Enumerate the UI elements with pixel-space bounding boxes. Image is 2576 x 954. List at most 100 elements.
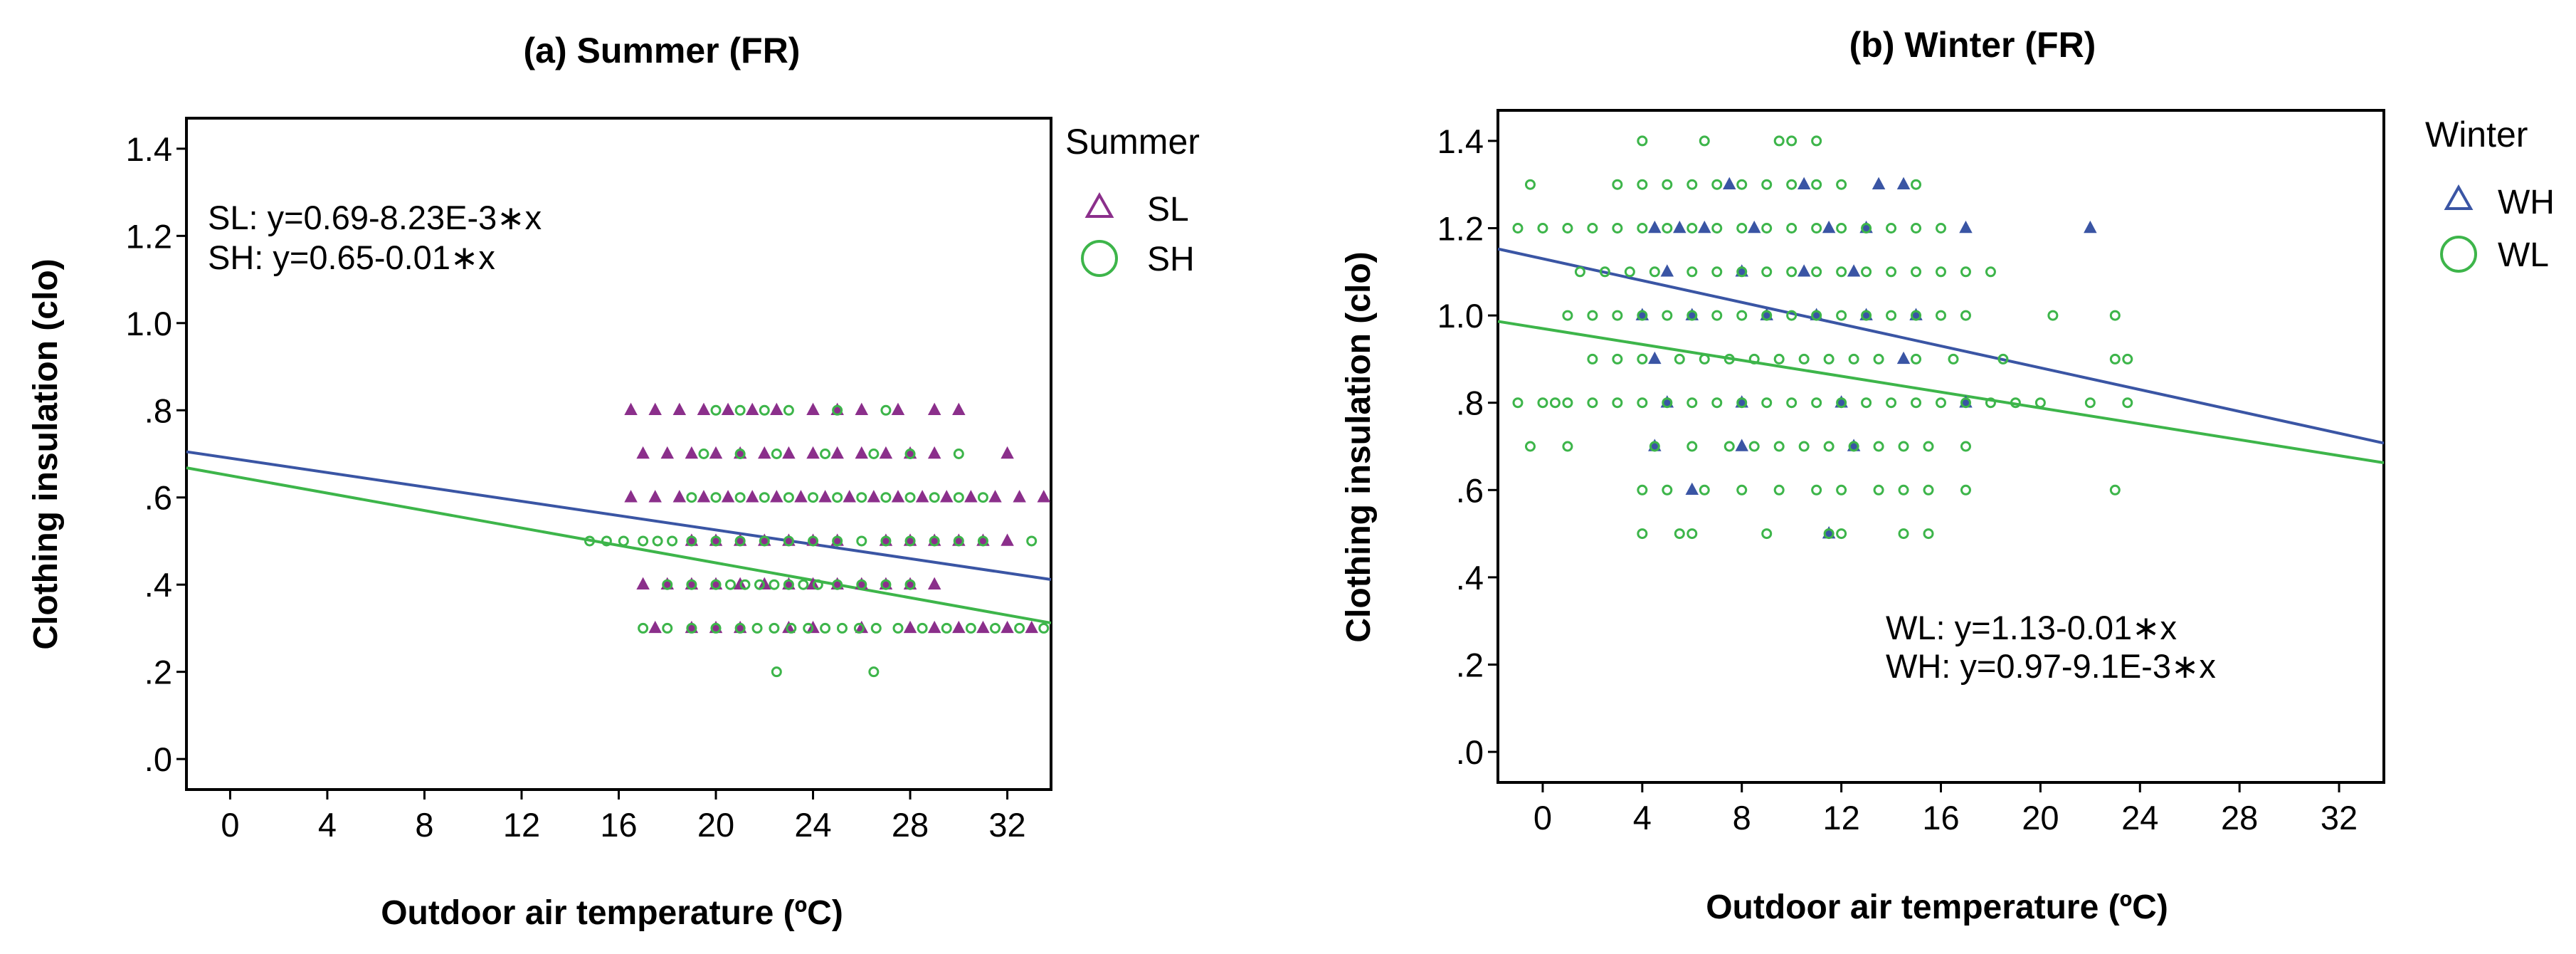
- winter-point-wl: [1624, 266, 1635, 278]
- summer-y-tick-label: 1.4: [126, 130, 172, 168]
- summer-y-tick-label: .0: [144, 740, 172, 778]
- winter-point-wl: [1886, 310, 1897, 321]
- winter-fit-line-wh: [1497, 247, 2385, 445]
- winter-point-wl: [1562, 310, 1573, 321]
- summer-legend-sl-marker: [1084, 192, 1114, 218]
- winter-x-axis: 0 4 8 12 16 20 24 28 32: [1534, 782, 2358, 837]
- summer-point-sl: [624, 490, 638, 503]
- summer-point-sh: [965, 622, 976, 634]
- winter-point-wl: [1898, 441, 1909, 452]
- winter-point-wl: [1836, 397, 1847, 409]
- winter-point-wh: [2084, 220, 2097, 234]
- winter-point-wl: [1836, 179, 1847, 190]
- summer-point-sl: [721, 402, 735, 416]
- winter-point-wl: [1773, 441, 1785, 452]
- winter-point-wl: [1637, 528, 1648, 540]
- winter-point-wl: [2109, 310, 2121, 321]
- summer-legend-sh-marker: [1081, 240, 1118, 277]
- summer-point-sl: [1001, 446, 1014, 459]
- winter-y-axis: .0 .2 .4 .6 .8 1.0 1.2 1.4: [1437, 122, 1498, 771]
- winter-point-wl: [1549, 397, 1561, 409]
- summer-x-axis-title: Outdoor air temperature (ºC): [381, 894, 843, 932]
- summer-point-sh: [783, 535, 794, 547]
- winter-point-wl: [1911, 179, 1922, 190]
- winter-point-wl: [1911, 266, 1922, 278]
- winter-point-wl: [1911, 310, 1922, 321]
- winter-point-wl: [1761, 528, 1773, 540]
- winter-y-tick-label: .8: [1456, 384, 1484, 422]
- winter-point-wl: [2122, 397, 2133, 409]
- winter-point-wl: [1848, 353, 1859, 365]
- winter-point-wl: [1537, 223, 1548, 234]
- winter-point-wl: [1911, 353, 1922, 365]
- summer-point-sh: [652, 535, 663, 547]
- winter-point-wl: [1936, 397, 1946, 409]
- summer-point-sl: [806, 402, 820, 416]
- winter-point-wl: [1674, 528, 1685, 540]
- summer-point-sl: [952, 620, 966, 634]
- winter-point-wl: [2010, 397, 2021, 409]
- winter-point-wl: [1612, 397, 1623, 409]
- summer-point-sh: [977, 535, 988, 547]
- winter-point-wl: [1662, 397, 1673, 409]
- winter-point-wl: [1960, 266, 1971, 278]
- summer-point-sh: [856, 535, 867, 547]
- summer-point-sh: [759, 404, 770, 416]
- winter-x-axis-title: Outdoor air temperature (ºC): [1706, 889, 2168, 926]
- summer-x-tick-label: 28: [892, 806, 929, 844]
- winter-point-wl: [1985, 266, 1996, 278]
- winter-point-wl: [1748, 441, 1760, 452]
- winter-point-wl: [1936, 223, 1946, 234]
- summer-sh-equation: SH: y=0.65-0.01∗x: [208, 238, 495, 276]
- winter-x-tick-label: 8: [1733, 799, 1751, 837]
- winter-point-wl: [1873, 353, 1884, 365]
- summer-point-sh: [698, 449, 709, 459]
- winter-point-wh: [1648, 220, 1662, 234]
- summer-point-sl: [770, 490, 783, 503]
- winter-point-wl: [1674, 353, 1685, 365]
- winter-point-wh: [1698, 220, 1711, 234]
- winter-point-wl: [1587, 397, 1598, 409]
- summer-point-sh: [1014, 622, 1025, 634]
- summer-point-sl: [782, 446, 796, 459]
- winter-legend-title: Winter: [2425, 115, 2528, 154]
- summer-point-sh: [853, 622, 865, 634]
- summer-point-sh: [686, 492, 697, 503]
- summer-point-sl: [952, 402, 966, 416]
- summer-point-sh: [880, 492, 892, 503]
- summer-point-sl: [794, 490, 808, 503]
- summer-point-sh: [812, 579, 823, 590]
- winter-point-wh: [1673, 220, 1686, 234]
- summer-point-sl: [672, 402, 687, 416]
- winter-y-tick-label: .0: [1456, 733, 1484, 771]
- winter-x-tick-label: 0: [1534, 799, 1552, 837]
- winter-y-tick-label: .6: [1456, 471, 1484, 509]
- summer-point-sh: [710, 535, 722, 547]
- winter-point-wl: [1861, 397, 1872, 409]
- summer-point-sl: [745, 490, 759, 503]
- summer-point-sl: [927, 620, 941, 634]
- winter-point-wl: [1811, 484, 1822, 496]
- summer-point-sh: [880, 404, 892, 416]
- winter-point-wl: [2122, 353, 2133, 365]
- summer-x-tick-label: 0: [221, 806, 239, 844]
- summer-point-sl: [758, 446, 771, 459]
- summer-point-sl: [636, 577, 650, 589]
- winter-point-wl: [1773, 484, 1785, 496]
- winter-point-wl: [1512, 223, 1524, 234]
- winter-y-tick-label: .2: [1456, 646, 1484, 683]
- winter-point-wh: [1648, 351, 1662, 365]
- winter-point-wl: [1923, 528, 1934, 540]
- summer-point-sh: [820, 449, 831, 459]
- summer-point-sl: [927, 446, 941, 459]
- winter-point-wl: [1736, 484, 1748, 496]
- winter-point-wh: [1797, 177, 1811, 189]
- winter-point-wl: [1736, 179, 1748, 190]
- winter-point-wl: [2109, 484, 2121, 496]
- summer-point-sh: [1026, 535, 1038, 547]
- winter-point-wl: [1587, 353, 1598, 365]
- winter-y-tick-label: 1.0: [1437, 297, 1484, 335]
- winter-point-wl: [1686, 179, 1698, 190]
- summer-y-axis-title: Clothing insulation (clo): [27, 258, 65, 649]
- winter-point-wl: [1861, 266, 1872, 278]
